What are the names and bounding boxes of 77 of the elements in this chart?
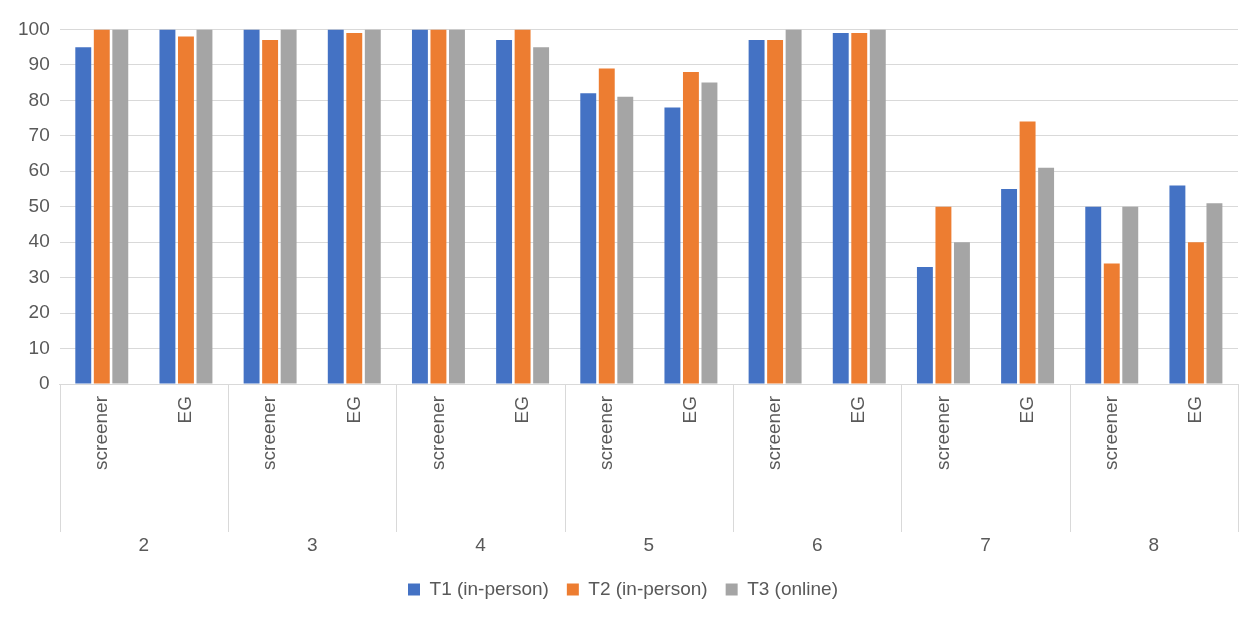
bar	[177, 36, 194, 384]
legend-label: T3 (online)	[747, 577, 838, 599]
bar	[1103, 263, 1120, 384]
bar	[785, 29, 802, 384]
text: 6	[811, 534, 823, 556]
bar	[682, 71, 699, 384]
y-tick-label: 100	[18, 17, 50, 39]
bar	[430, 29, 447, 384]
legend-label: T1 (in-person)	[429, 577, 549, 599]
bar	[1085, 206, 1102, 384]
x-tick-label: screener	[1099, 395, 1121, 470]
bar	[701, 82, 718, 384]
bar	[243, 29, 260, 384]
bar	[598, 68, 615, 384]
bar	[159, 29, 176, 384]
bar	[953, 242, 970, 384]
y-tick-label: 90	[28, 53, 50, 75]
text: 8	[1148, 534, 1160, 556]
text: 3	[306, 534, 318, 556]
bar	[767, 40, 784, 384]
bar	[617, 96, 634, 384]
y-tick-label: 30	[28, 265, 50, 287]
bar	[1187, 242, 1204, 384]
bar	[1122, 206, 1139, 384]
bar	[280, 29, 297, 384]
bar	[112, 29, 129, 384]
x-tick-label: screener	[426, 395, 448, 470]
bar	[1169, 185, 1186, 384]
bar	[935, 206, 952, 384]
bar	[1019, 121, 1036, 384]
x-tick-label: EG	[679, 396, 701, 424]
x-tick-label: screener	[931, 395, 953, 470]
x-tick-label: screener	[258, 395, 280, 470]
bar	[748, 40, 765, 384]
bar	[580, 93, 597, 384]
legend-label: T2 (in-person)	[588, 577, 708, 599]
bar	[664, 107, 681, 384]
y-tick-label: 80	[28, 88, 50, 110]
bar	[1001, 188, 1018, 384]
bar	[496, 40, 513, 384]
text: 4	[475, 534, 487, 556]
x-tick-label: screener	[595, 395, 616, 470]
bar	[514, 29, 531, 384]
y-tick-label: 0	[39, 372, 50, 394]
y-tick-label: 50	[28, 194, 50, 216]
x-tick-label: EG	[510, 396, 532, 424]
bar	[327, 29, 344, 384]
text: 7	[980, 534, 991, 556]
x-tick-label: screener	[90, 395, 112, 470]
x-tick-label: EG	[847, 396, 869, 424]
x-tick-label: EG	[174, 396, 196, 424]
bar	[533, 47, 550, 384]
bar	[93, 29, 110, 384]
y-tick-label: 40	[28, 230, 50, 252]
bar	[346, 32, 363, 384]
x-tick-label: EG	[1015, 396, 1037, 424]
text: 2	[138, 534, 150, 556]
bar	[832, 32, 849, 384]
x-tick-label: EG	[1184, 396, 1206, 424]
bar	[1206, 203, 1223, 384]
bar	[196, 29, 213, 384]
bar	[1038, 167, 1055, 384]
y-tick-label: 60	[28, 159, 50, 181]
bar	[916, 266, 933, 384]
bar	[411, 29, 428, 384]
x-tick-label: EG	[342, 396, 364, 424]
bar	[869, 29, 886, 384]
bar	[75, 47, 92, 384]
y-tick-label: 20	[28, 301, 50, 323]
bar	[851, 32, 868, 384]
x-tick-label: screener	[763, 395, 785, 470]
bar	[448, 29, 465, 384]
y-tick-label: 70	[28, 124, 50, 146]
y-tick-label: 10	[28, 336, 50, 358]
text: 5	[643, 534, 655, 556]
bar	[364, 29, 381, 384]
bar	[262, 40, 279, 384]
